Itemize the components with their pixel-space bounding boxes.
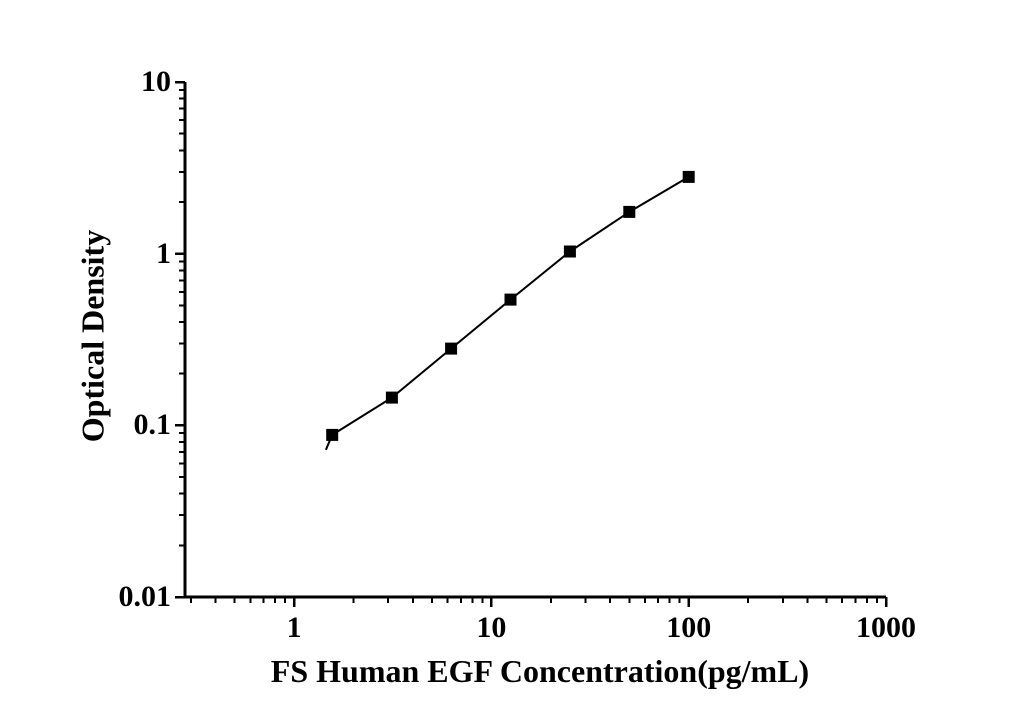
data-point-square-marker [563, 245, 576, 258]
y-tick-label: 10 [141, 65, 171, 98]
x-tick-label: 100 [666, 611, 712, 644]
data-point-square-marker [326, 428, 339, 441]
x-tick-label: 1 [286, 611, 302, 644]
y-tick-label: 0.01 [118, 580, 172, 613]
data-point-square-marker [445, 342, 458, 355]
x-tick-label: 1000 [856, 611, 916, 644]
data-point-square-marker [682, 170, 695, 183]
x-tick-label: 10 [476, 611, 507, 644]
data-point-square-marker [623, 205, 636, 218]
data-point-square-marker [504, 293, 517, 306]
y-tick-label: 1 [156, 236, 171, 270]
y-tick-label: 0.1 [133, 408, 172, 442]
series-line [324, 176, 690, 451]
x-axis-title: FS Human EGF Concentration(pg/mL) [270, 653, 810, 689]
data-point-square-marker [385, 391, 398, 404]
